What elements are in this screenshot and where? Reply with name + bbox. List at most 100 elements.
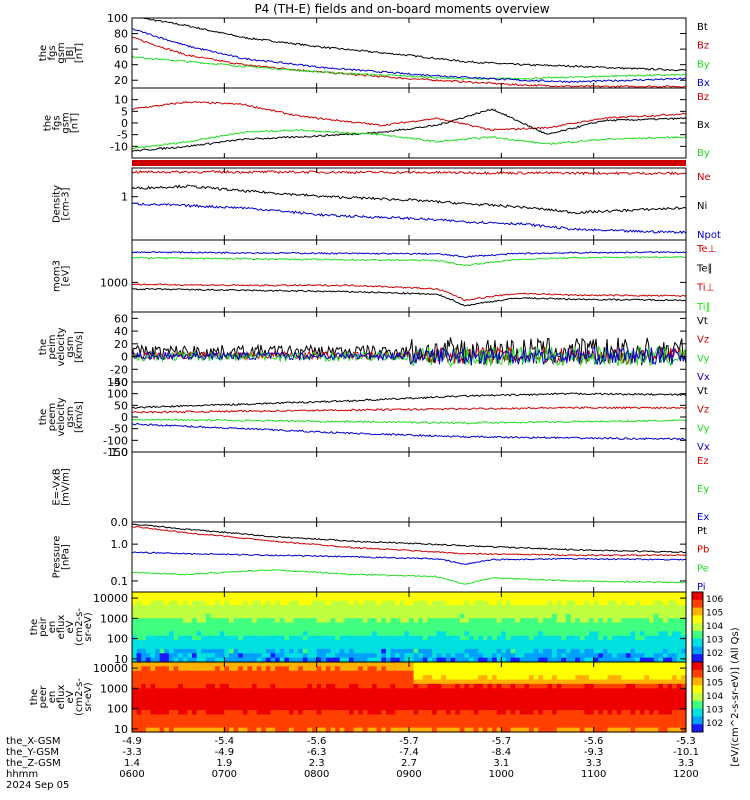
heatmap-cell xyxy=(469,723,475,729)
heatmap-cell xyxy=(552,596,558,602)
heatmap-cell xyxy=(284,692,290,698)
heatmap-cell xyxy=(141,675,147,681)
heatmap-cell xyxy=(145,600,152,606)
heatmap-cell xyxy=(353,670,359,676)
heatmap-cell xyxy=(482,670,489,676)
heatmap-cell xyxy=(307,622,313,628)
heatmap-cell xyxy=(261,592,267,597)
heatmap-cell xyxy=(570,723,576,729)
x-tick-value: -8.4 xyxy=(492,747,512,758)
y-tick-label: 10000 xyxy=(93,662,128,675)
heatmap-cell xyxy=(547,683,553,689)
heatmap-cell xyxy=(252,666,258,672)
heatmap-cell xyxy=(390,653,396,659)
heatmap-cell xyxy=(658,605,664,611)
heatmap-cell xyxy=(672,644,678,650)
heatmap-cell xyxy=(150,670,156,676)
heatmap-cell xyxy=(367,609,373,615)
heatmap-cell xyxy=(307,683,313,689)
heatmap-cell xyxy=(265,596,272,602)
heatmap-cell xyxy=(639,697,646,702)
heatmap-cell xyxy=(445,701,452,707)
heatmap-cell xyxy=(409,657,415,663)
heatmap-cell xyxy=(579,714,586,720)
heatmap-cell xyxy=(409,705,415,711)
heatmap-cell xyxy=(630,648,636,654)
heatmap-cell xyxy=(293,648,299,654)
heatmap-cell xyxy=(501,644,507,650)
heatmap-cell xyxy=(676,723,682,729)
heatmap-cell xyxy=(505,692,512,698)
heatmap-cell xyxy=(367,635,373,641)
heatmap-cell xyxy=(570,666,576,672)
heatmap-cell xyxy=(330,635,336,641)
heatmap-cell xyxy=(279,701,285,707)
heatmap-cell xyxy=(589,657,595,663)
heatmap-cell xyxy=(242,675,249,681)
heatmap-cell xyxy=(501,666,507,672)
heatmap-cell xyxy=(325,666,332,672)
heatmap-cell xyxy=(367,618,373,624)
heatmap-cell xyxy=(607,683,613,689)
heatmap-cell xyxy=(625,631,632,637)
heatmap-cell xyxy=(293,635,299,641)
heatmap-cell xyxy=(316,662,322,667)
heatmap-cell xyxy=(247,609,253,615)
heatmap-cell xyxy=(496,596,502,602)
heatmap-cell xyxy=(667,618,673,624)
heatmap-cell xyxy=(584,596,590,602)
heatmap-cell xyxy=(487,622,493,628)
heatmap-cell xyxy=(335,688,341,694)
heatmap-cell xyxy=(362,714,369,720)
heatmap-cell xyxy=(385,596,392,602)
heatmap-cell xyxy=(353,644,359,650)
heatmap-cell xyxy=(459,666,465,672)
heatmap-cell xyxy=(436,692,442,698)
heatmap-cell xyxy=(593,688,599,694)
heatmap-cell xyxy=(233,727,239,733)
heatmap-cell xyxy=(459,670,465,676)
heatmap-cell xyxy=(196,640,202,646)
heatmap-cell xyxy=(376,683,382,689)
heatmap-cell xyxy=(533,683,539,689)
heatmap-cell xyxy=(621,657,627,663)
heatmap-cell xyxy=(201,631,207,637)
heatmap-cell xyxy=(136,723,142,729)
heatmap-cell xyxy=(538,653,544,659)
heatmap-cell xyxy=(261,631,267,637)
heatmap-cell xyxy=(196,727,202,733)
heatmap-cell xyxy=(367,670,373,676)
heatmap-cell xyxy=(238,688,244,694)
heatmap-cell xyxy=(335,613,341,619)
heatmap-cell xyxy=(575,600,581,606)
heatmap-cell xyxy=(399,705,405,711)
heatmap-cell xyxy=(653,600,659,606)
heatmap-cell xyxy=(556,618,562,624)
heatmap-cell xyxy=(436,635,442,641)
heatmap-cell xyxy=(141,670,147,676)
heatmap-cell xyxy=(455,701,461,707)
heatmap-cell xyxy=(524,675,530,681)
heatmap-cell xyxy=(501,679,507,685)
heatmap-cell xyxy=(261,596,267,602)
heatmap-cell xyxy=(621,666,627,672)
heatmap-cell xyxy=(270,683,276,689)
heatmap-cell xyxy=(164,666,170,672)
heatmap-cell xyxy=(293,714,299,720)
heatmap-cell xyxy=(330,605,336,611)
heatmap-cell xyxy=(519,697,526,702)
heatmap-cell xyxy=(210,675,216,681)
heatmap-cell xyxy=(155,640,161,646)
heatmap-cell xyxy=(302,596,309,602)
heatmap-cell xyxy=(256,679,262,685)
heatmap-cell xyxy=(492,723,498,729)
heatmap-cell xyxy=(256,683,262,689)
heatmap-cell xyxy=(247,714,253,720)
heatmap-cell xyxy=(579,670,586,676)
heatmap-cell xyxy=(579,662,586,667)
heatmap-cell xyxy=(542,705,549,711)
heatmap-cell xyxy=(621,683,627,689)
heatmap-cell xyxy=(399,631,405,637)
heatmap-cell xyxy=(473,640,479,646)
heatmap-cell xyxy=(302,662,309,667)
